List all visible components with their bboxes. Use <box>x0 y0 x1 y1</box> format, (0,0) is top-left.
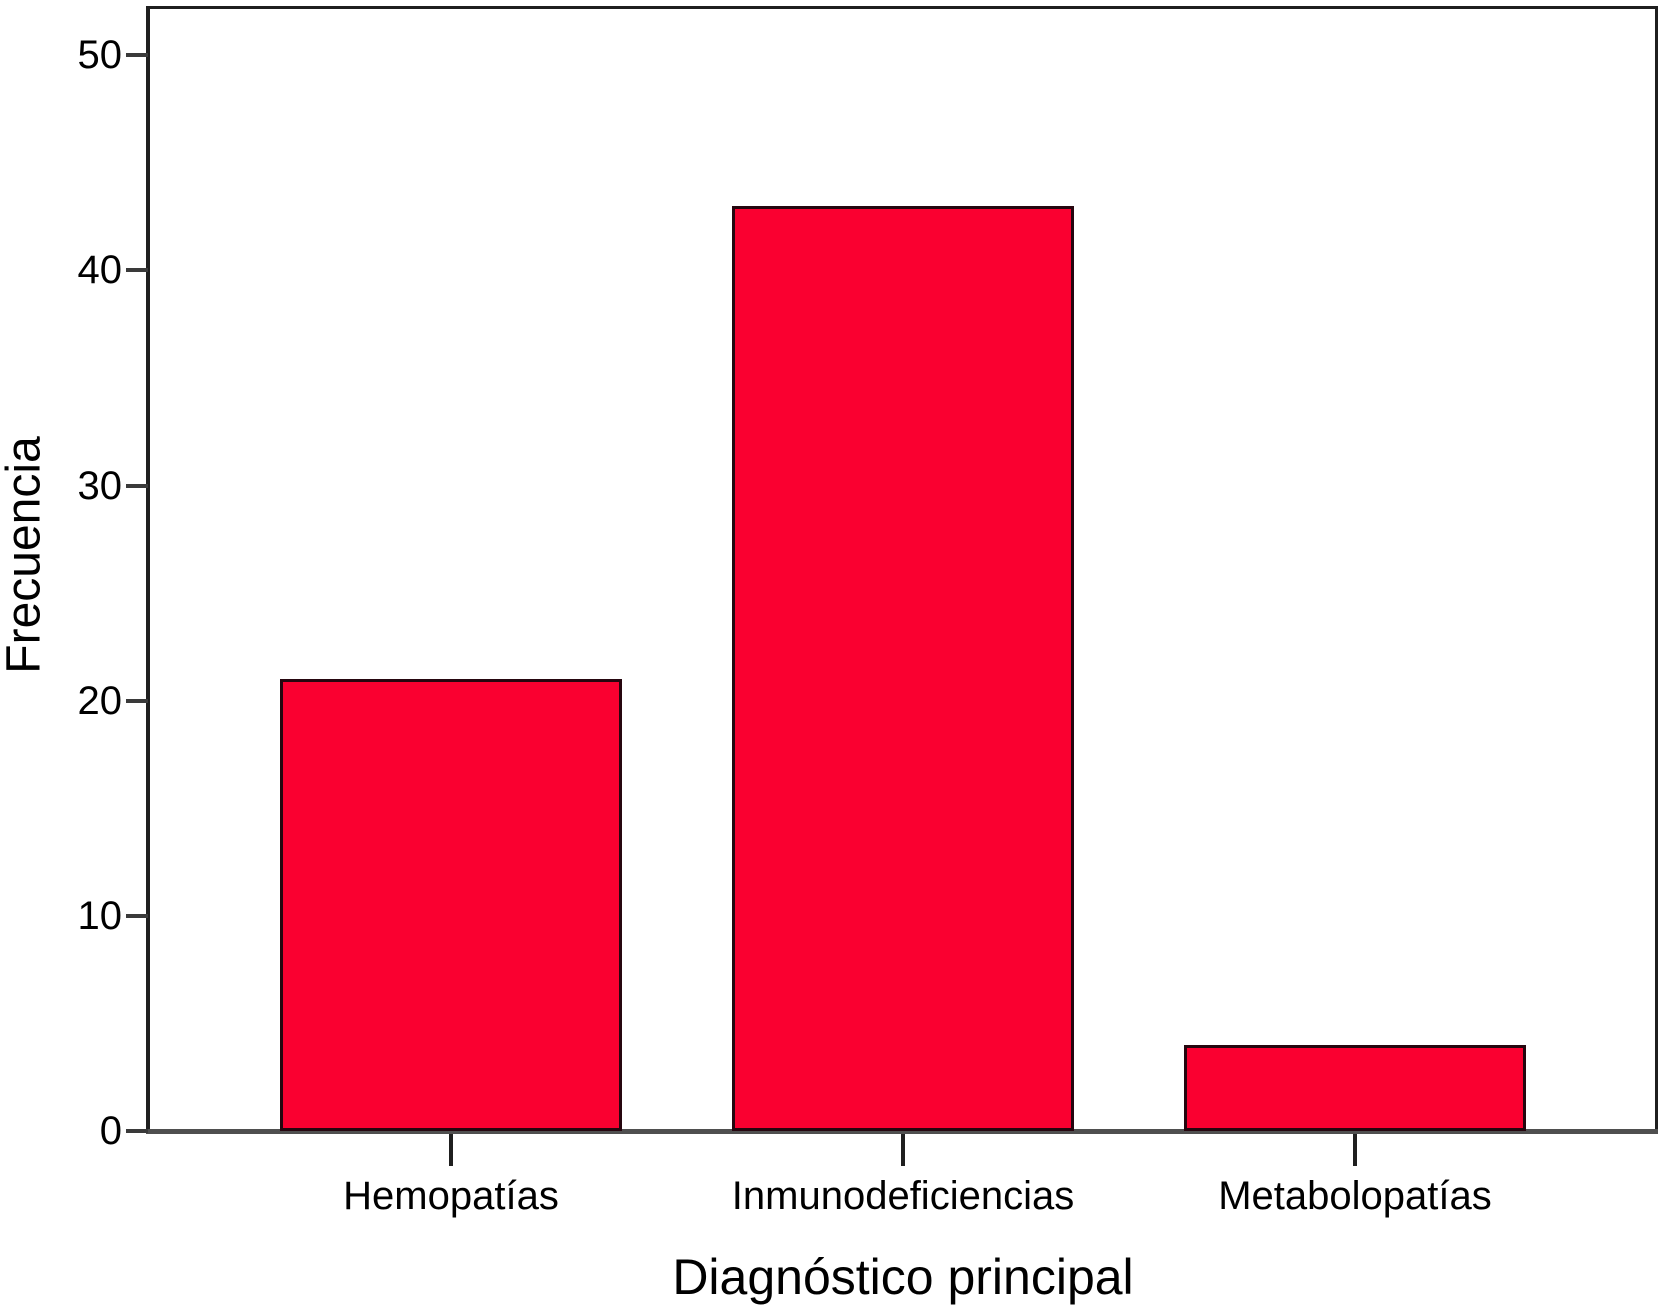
x-tick-1 <box>901 1134 905 1166</box>
x-category-label-2: Metabolopatías <box>1218 1174 1492 1218</box>
plot-top-frame-line <box>146 6 1658 9</box>
x-axis-line <box>146 1129 1658 1134</box>
y-tick-label-40: 40 <box>77 248 123 293</box>
y-tick-label-10: 10 <box>77 893 123 938</box>
bar-1 <box>732 206 1074 1131</box>
y-tick-10 <box>126 913 148 918</box>
bar-2 <box>1184 1045 1526 1131</box>
y-tick-50 <box>126 53 148 58</box>
y-tick-20 <box>126 698 148 703</box>
y-tick-40 <box>126 268 148 273</box>
x-category-label-1: Inmunodeficiencias <box>731 1174 1075 1218</box>
y-tick-label-20: 20 <box>77 678 123 723</box>
y-tick-0 <box>126 1129 148 1133</box>
y-tick-label-30: 30 <box>77 463 123 508</box>
y-axis-title: Frecuencia <box>0 436 51 674</box>
x-category-label-0: Hemopatías <box>343 1174 559 1218</box>
x-axis-title: Diagnóstico principal <box>672 1249 1134 1305</box>
y-tick-30 <box>126 483 148 488</box>
y-tick-label-50: 50 <box>77 33 123 78</box>
bar-0 <box>280 679 622 1131</box>
y-axis-line <box>146 6 150 1133</box>
y-tick-label-0: 0 <box>99 1109 122 1153</box>
plot-right-frame-line <box>1655 6 1658 1134</box>
x-tick-2 <box>1353 1134 1357 1166</box>
x-tick-0 <box>449 1134 453 1166</box>
